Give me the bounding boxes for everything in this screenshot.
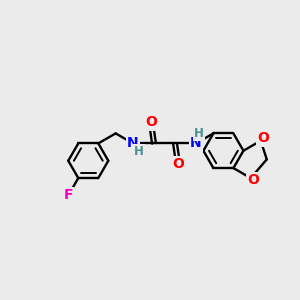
Text: O: O	[145, 116, 157, 129]
Text: O: O	[247, 173, 259, 188]
Text: N: N	[127, 136, 139, 150]
Text: F: F	[64, 188, 73, 203]
Text: O: O	[257, 131, 269, 146]
Text: N: N	[190, 136, 202, 150]
Text: H: H	[134, 146, 144, 158]
Text: H: H	[194, 127, 204, 140]
Text: O: O	[172, 158, 184, 171]
